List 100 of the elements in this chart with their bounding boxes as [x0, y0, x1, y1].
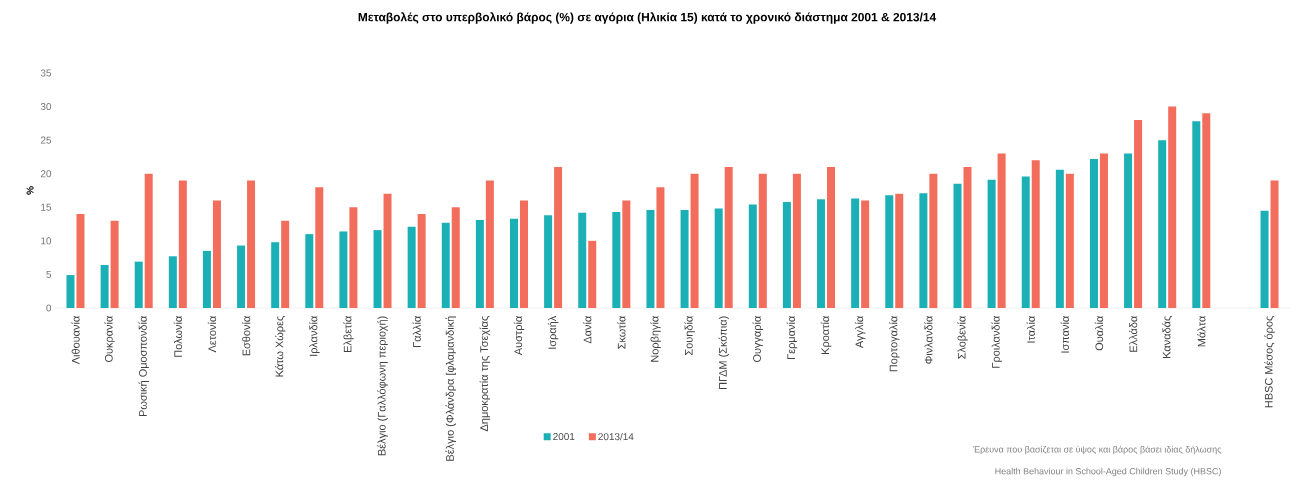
- bar: [1099, 153, 1108, 308]
- x-tick-label: Ουγγαρία: [752, 316, 764, 363]
- x-tick-label: Εσθονία: [241, 316, 251, 356]
- bar: [690, 173, 699, 308]
- x-tick-label: Βέλγιο (Φλάνδρα [φλαμανδική: [445, 316, 457, 461]
- x-tick-label: Λιθουανία: [71, 316, 80, 365]
- bar: [782, 201, 791, 308]
- bar: [485, 180, 494, 308]
- x-tick-label: Πολωνία: [173, 316, 183, 357]
- bar: [817, 199, 826, 308]
- x-tick-label: Κροατία: [820, 316, 832, 354]
- y-tick-label: 15: [41, 203, 52, 211]
- bar: [281, 220, 290, 308]
- bar: [1055, 169, 1064, 308]
- bar: [1065, 173, 1074, 308]
- y-tick-label: 25: [40, 136, 52, 144]
- x-tick-label: Γροιλανδία: [991, 316, 1002, 368]
- bar: [349, 207, 358, 308]
- bar: [997, 153, 1006, 308]
- bar: [987, 179, 996, 308]
- bar: [100, 265, 109, 308]
- bar: [748, 204, 757, 308]
- y-tick-label: 20: [40, 170, 52, 178]
- x-tick-label: Ισπανία: [1060, 316, 1070, 353]
- bar: [554, 166, 563, 308]
- bar: [680, 209, 689, 308]
- text: Έρευνα που βασίζεται σε ύψος και βάρος βάσει ιδίας δήλωσης: [972, 445, 1222, 455]
- x-tick-label: Αγγλία: [854, 316, 866, 349]
- x-tick-label: Σκωτία: [617, 316, 626, 349]
- bar: [339, 231, 348, 308]
- bar: [953, 183, 962, 308]
- bar: [441, 222, 450, 308]
- x-tick-label: Φινλανδία: [924, 316, 933, 364]
- x-tick-label: Ιταλία: [1026, 316, 1035, 343]
- legend-label: 2001: [553, 433, 575, 441]
- bar: [1089, 158, 1098, 308]
- text: Health Behaviour in School-Aged Children Study (HBSC): [995, 467, 1221, 477]
- bar: [475, 220, 484, 308]
- bar: [851, 198, 860, 308]
- bar: [407, 226, 416, 308]
- bar: [714, 208, 723, 308]
- bar: [202, 250, 211, 308]
- y-axis-title: %: [26, 186, 34, 195]
- bar: [1202, 113, 1211, 308]
- x-tick-label: Πορτογαλία: [889, 316, 900, 372]
- x-tick-label: Δανία: [583, 316, 592, 344]
- bar: [144, 173, 153, 308]
- x-tick-label: Ουαλία: [1094, 316, 1104, 351]
- bar: [383, 193, 392, 308]
- y-tick-label: 35: [40, 69, 52, 77]
- x-tick-label: Βέλγιο (Γαλλόφωνη περιοχή): [377, 316, 388, 456]
- bar: [1260, 210, 1269, 308]
- bar: [1168, 106, 1177, 308]
- bar: [76, 213, 85, 308]
- bar: [792, 173, 801, 308]
- x-tick-label: Αυστρία: [513, 316, 525, 356]
- x-tick-label: Ρωσική Ομοσπονδία: [138, 316, 149, 417]
- bar: [237, 245, 246, 308]
- bar: [509, 218, 518, 308]
- x-tick-label: Μάλτα: [1197, 316, 1206, 347]
- bar: [110, 220, 119, 308]
- x-tick-label: Λετονία: [207, 316, 217, 353]
- bar: [588, 240, 597, 308]
- bar: [134, 261, 143, 308]
- x-tick-label: Σουηδία: [684, 316, 695, 356]
- bar: [1158, 140, 1167, 308]
- x-tick-label: Σλοβενία: [957, 316, 968, 359]
- y-tick-label: 0: [46, 304, 52, 312]
- bar: [1134, 119, 1143, 308]
- bar: [963, 166, 972, 308]
- x-tick-label: Γερμανία: [786, 316, 798, 359]
- bar: [861, 200, 870, 308]
- x-tick-label: Δημοκρατία της Τσεχίας: [479, 316, 491, 432]
- bar: [519, 200, 528, 308]
- bar: [1021, 176, 1030, 308]
- x-tick-label: Γαλλία: [412, 316, 421, 347]
- bar: [758, 173, 767, 308]
- x-tick-label: Ουκρανία: [104, 316, 115, 363]
- bar: [66, 275, 75, 308]
- bar: [451, 207, 460, 308]
- bar: [656, 187, 665, 308]
- bar: [646, 209, 655, 308]
- x-tick-label: Νορβηγία: [650, 316, 661, 362]
- bar: [544, 215, 553, 308]
- bar: [622, 200, 631, 308]
- bar: [1192, 121, 1201, 308]
- bar: [612, 211, 621, 308]
- bar: [929, 173, 938, 308]
- x-tick-label: Ισραήλ: [547, 315, 559, 349]
- bar: [827, 166, 836, 308]
- bar: [373, 230, 382, 308]
- bar: [578, 212, 587, 308]
- bar: [178, 180, 187, 308]
- bar: [271, 242, 280, 308]
- y-tick-label: 30: [40, 103, 52, 111]
- bar: [1031, 160, 1040, 308]
- y-tick-label: 5: [46, 270, 52, 278]
- bar: [724, 166, 733, 308]
- x-tick-label: ΠΓΔΜ (Σκόπια): [718, 316, 729, 389]
- chart-title: Μεταβολές στο υπερβολικό βάρος (%) σε αγόρια (Ηλικία 15) κατά το χρονικό διάστημα 2001 & 2013/14: [358, 12, 937, 24]
